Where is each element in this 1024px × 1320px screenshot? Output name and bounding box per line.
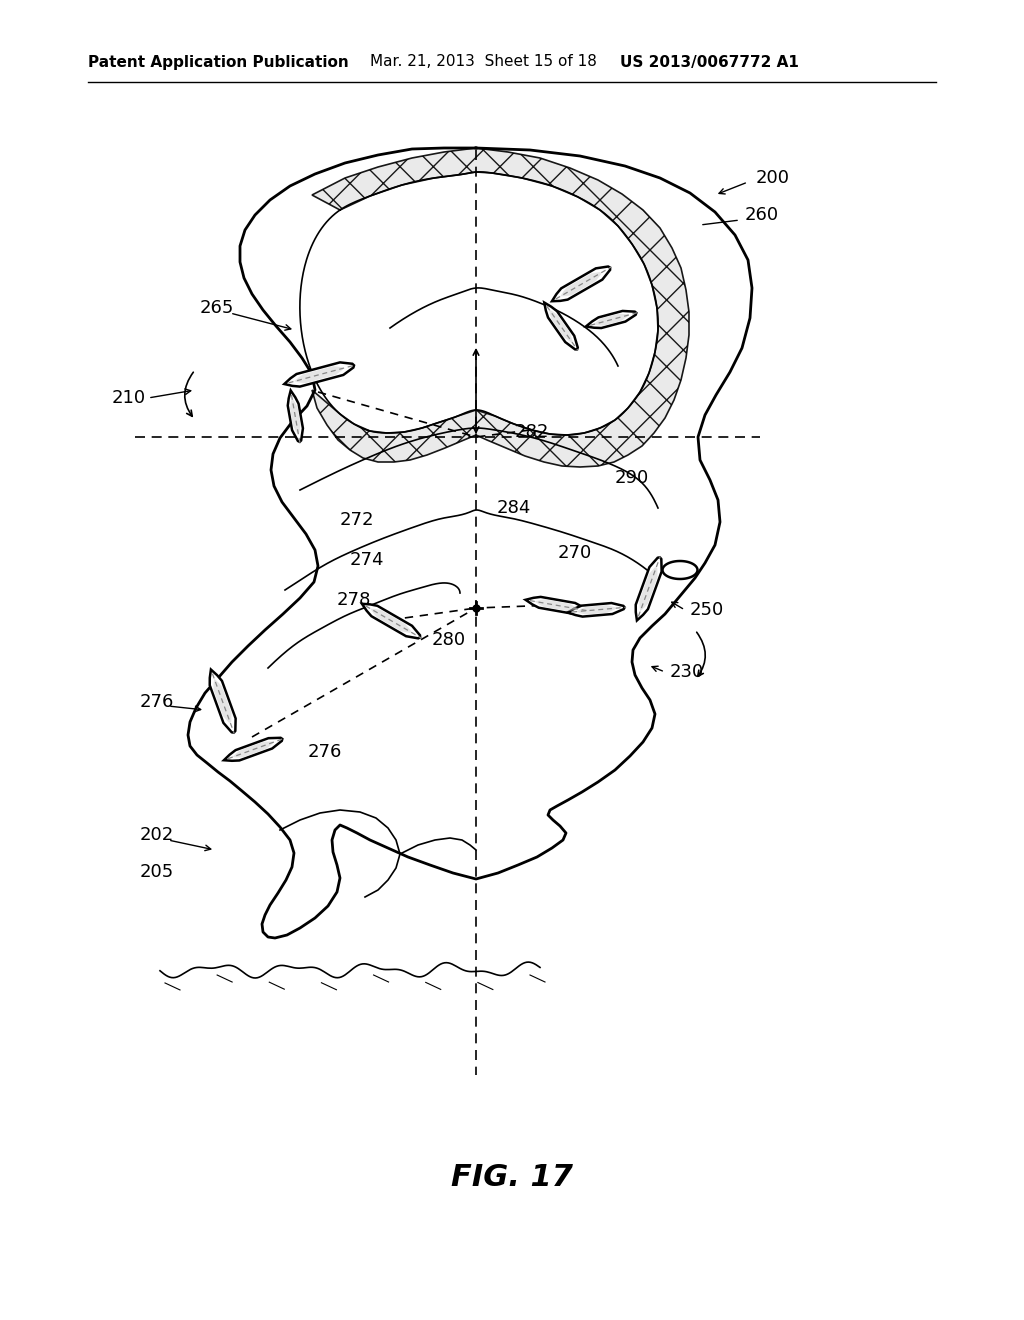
Polygon shape xyxy=(549,309,572,342)
Text: FIG. 17: FIG. 17 xyxy=(451,1163,573,1192)
Polygon shape xyxy=(567,603,625,616)
Text: 282: 282 xyxy=(515,422,549,441)
Text: US 2013/0067772 A1: US 2013/0067772 A1 xyxy=(620,54,799,70)
Polygon shape xyxy=(210,669,236,733)
Polygon shape xyxy=(285,363,354,387)
Polygon shape xyxy=(371,609,411,632)
Polygon shape xyxy=(232,742,273,758)
Text: 290: 290 xyxy=(615,469,649,487)
Text: 276: 276 xyxy=(308,743,342,762)
Text: 205: 205 xyxy=(140,863,174,880)
Polygon shape xyxy=(288,391,303,442)
Text: 284: 284 xyxy=(497,499,531,517)
Polygon shape xyxy=(535,599,578,611)
Polygon shape xyxy=(663,561,697,579)
Polygon shape xyxy=(312,148,689,467)
Polygon shape xyxy=(586,312,636,329)
Polygon shape xyxy=(593,314,629,326)
Polygon shape xyxy=(213,678,231,723)
Text: 230: 230 xyxy=(670,663,705,681)
Text: 278: 278 xyxy=(337,591,372,609)
Text: 272: 272 xyxy=(340,511,375,529)
Polygon shape xyxy=(290,397,301,434)
Text: 250: 250 xyxy=(690,601,724,619)
Text: 276: 276 xyxy=(140,693,174,711)
Polygon shape xyxy=(560,272,601,296)
Text: 265: 265 xyxy=(200,300,234,317)
Polygon shape xyxy=(639,568,657,611)
Text: 280: 280 xyxy=(432,631,466,649)
Polygon shape xyxy=(295,366,343,383)
Text: 270: 270 xyxy=(558,544,592,562)
Text: 274: 274 xyxy=(350,550,384,569)
Polygon shape xyxy=(545,302,578,350)
Polygon shape xyxy=(552,267,610,301)
Text: Mar. 21, 2013  Sheet 15 of 18: Mar. 21, 2013 Sheet 15 of 18 xyxy=(370,54,597,70)
Text: 210: 210 xyxy=(112,389,146,407)
Polygon shape xyxy=(361,603,420,639)
Polygon shape xyxy=(224,738,283,760)
Text: Patent Application Publication: Patent Application Publication xyxy=(88,54,349,70)
Polygon shape xyxy=(525,597,587,614)
Polygon shape xyxy=(636,557,662,620)
Text: 202: 202 xyxy=(140,826,174,843)
Polygon shape xyxy=(575,605,615,615)
Text: 200: 200 xyxy=(756,169,790,187)
Text: 260: 260 xyxy=(745,206,779,224)
